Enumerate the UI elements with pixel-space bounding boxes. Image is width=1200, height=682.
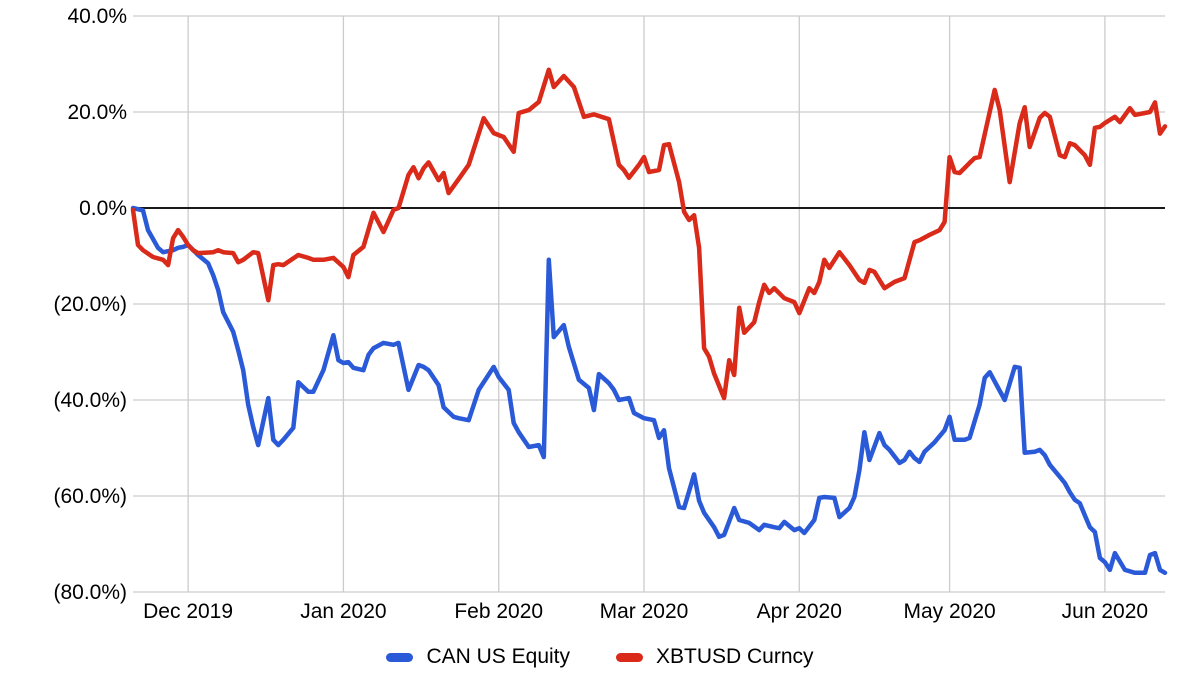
- legend-label-can-us-equity: CAN US Equity: [426, 645, 570, 668]
- x-tick-label: Jan 2020: [300, 600, 386, 623]
- y-tick-label: (60.0%): [53, 485, 127, 508]
- legend-swatch-xbtusd-curncy: [616, 652, 643, 662]
- x-tick-label: Dec 2019: [143, 600, 233, 623]
- y-tick-label: 20.0%: [67, 101, 127, 124]
- y-tick-label: (80.0%): [53, 581, 127, 604]
- legend-item-xbtusd-curncy: XBTUSD Curncy: [616, 645, 814, 669]
- y-tick-label: 0.0%: [79, 197, 127, 220]
- x-tick-label: May 2020: [903, 600, 995, 623]
- y-tick-label: (20.0%): [53, 293, 127, 316]
- legend-label-xbtusd-curncy: XBTUSD Curncy: [656, 645, 814, 668]
- y-tick-label: 40.0%: [67, 5, 127, 28]
- series-line-can-us-equity: [130, 205, 1168, 576]
- x-tick-label: Feb 2020: [454, 600, 543, 623]
- x-tick-label: Jun 2020: [1062, 600, 1148, 623]
- y-tick-label: (40.0%): [53, 389, 127, 412]
- series-line-xbtusd-curncy: [130, 67, 1168, 401]
- x-tick-label: Mar 2020: [600, 600, 689, 623]
- x-tick-label: Apr 2020: [757, 600, 842, 623]
- chart-legend: CAN US Equity XBTUSD Curncy: [0, 645, 1200, 669]
- legend-item-can-us-equity: CAN US Equity: [386, 645, 570, 669]
- legend-swatch-can-us-equity: [386, 652, 414, 662]
